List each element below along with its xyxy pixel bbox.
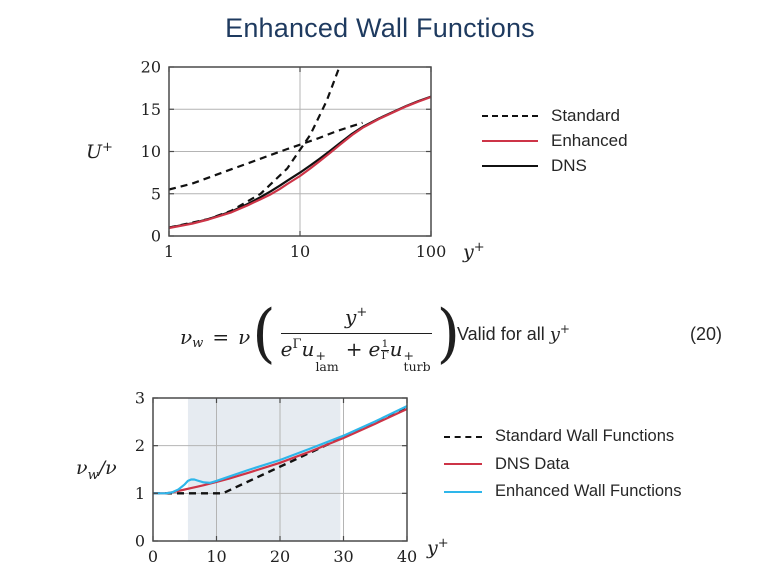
eq-sub-w: w [192,335,204,351]
svg-text:20: 20 [270,547,290,566]
legend-label: Enhanced Wall Functions [495,482,682,501]
eq-gamma-exponent: Γ [292,336,302,352]
eq-u-turb-scripts: + turb [403,347,431,374]
svg-text:30: 30 [333,547,353,566]
chart1-ylabel-symbol: U [86,141,103,163]
eq-nu: ν [238,325,251,349]
validity-note: Valid for all y+ [457,322,570,345]
dns-data-red-line-swatch [444,463,482,466]
svg-text:10: 10 [206,547,226,566]
svg-text:10: 10 [141,142,161,161]
viscosity-ratio-chart: 0 10 20 30 40 0 1 2 3 [135,389,417,567]
legend-item-enhanced-wall-functions: Enhanced Wall Functions [444,478,682,506]
legend-label: DNS [551,155,587,175]
legend-item-standard: Standard [482,103,628,128]
eq-y: y [345,304,357,329]
eq-u-lam-sub: lam [315,358,339,374]
eq-u-lam: u [301,336,315,361]
legend-label: Standard [551,105,620,125]
chart2-legend: Standard Wall Functions DNS Data Enhance… [444,423,682,506]
chart2-ylabel-over-nu: /ν [98,457,117,479]
eq-plus-operator: + [345,336,363,361]
svg-text:15: 15 [141,100,161,119]
svg-text:0: 0 [135,532,145,551]
equation-number: (20) [690,324,723,344]
svg-text:0: 0 [148,547,158,566]
validity-variable: y+ [549,322,570,345]
eq-u-lam-plus: + [315,347,326,363]
svg-text:1: 1 [135,484,145,503]
chart2-ylabel-nu: ν [76,457,88,479]
svg-text:1: 1 [164,242,174,261]
eq-nu-wall: ν [180,325,193,349]
eq-numerator: y + [345,305,367,329]
chart1-x-axis-label: y+ [463,240,485,263]
eq-u-lam-scripts: + lam [315,347,339,374]
legend-label: Standard Wall Functions [495,427,675,446]
eq-e1: e [280,336,293,361]
svg-text:20: 20 [141,58,161,77]
chart1-xlabel-superscript: + [473,240,485,255]
chart2-ylabel-sub-w: w [87,468,99,483]
validity-y-plus: + [559,322,570,336]
chart1-y-axis-label: U+ [86,140,113,163]
svg-text:10: 10 [290,242,310,261]
legend-item-enhanced: Enhanced [482,128,628,153]
legend-label: Enhanced [551,130,628,150]
chart2-x-axis-label: y+ [427,536,449,559]
chart1-xlabel-symbol: y [463,241,474,263]
mini-fraction-bar [381,349,389,351]
chart1-ylabel-superscript: + [102,140,113,155]
validity-text: Valid for all [457,324,545,344]
svg-text:3: 3 [135,389,145,408]
svg-text:100: 100 [416,242,447,261]
eq-u-turb: u [389,336,403,361]
slide-title: Enhanced Wall Functions [225,13,535,43]
eq-exp-denominator: Γ [381,349,389,362]
eq-y-plus: + [356,304,368,320]
chart2-y-axis-label: νw/ν [76,457,117,483]
eq-u-turb-sub: turb [403,358,431,374]
svg-text:5: 5 [151,184,161,203]
dns-black-line-swatch [482,164,538,167]
enhanced-red-line-swatch [482,139,538,142]
eq-e2: e [368,336,381,361]
eq-u-turb-plus: + [403,347,415,363]
eq-exp-numerator: 1 [381,337,389,350]
standard-dashed-line-swatch [482,114,538,117]
legend-item-standard-wall-functions: Standard Wall Functions [444,423,682,451]
fraction-bar [280,332,432,334]
u-plus-profile-chart: 1 10 100 0 5 10 15 20 [141,58,447,262]
eq-close-paren: ) [436,296,461,372]
legend-item-dns-data: DNS Data [444,451,682,479]
chart1-legend: Standard Enhanced DNS [482,103,628,178]
validity-y: y [549,324,560,345]
chart2-xlabel-superscript: + [437,536,449,551]
svg-text:2: 2 [135,436,145,455]
eq-open-paren: ( [252,296,276,372]
chart2-xlabel-symbol: y [427,537,438,559]
svg-text:0: 0 [151,227,161,246]
legend-item-dns: DNS [482,153,628,178]
legend-label: DNS Data [495,454,570,473]
standard-wf-dashed-line-swatch [444,435,482,438]
svg-text:40: 40 [397,547,417,566]
enhanced-wf-cyan-line-swatch [444,490,482,493]
eq-equals: = [212,325,230,349]
